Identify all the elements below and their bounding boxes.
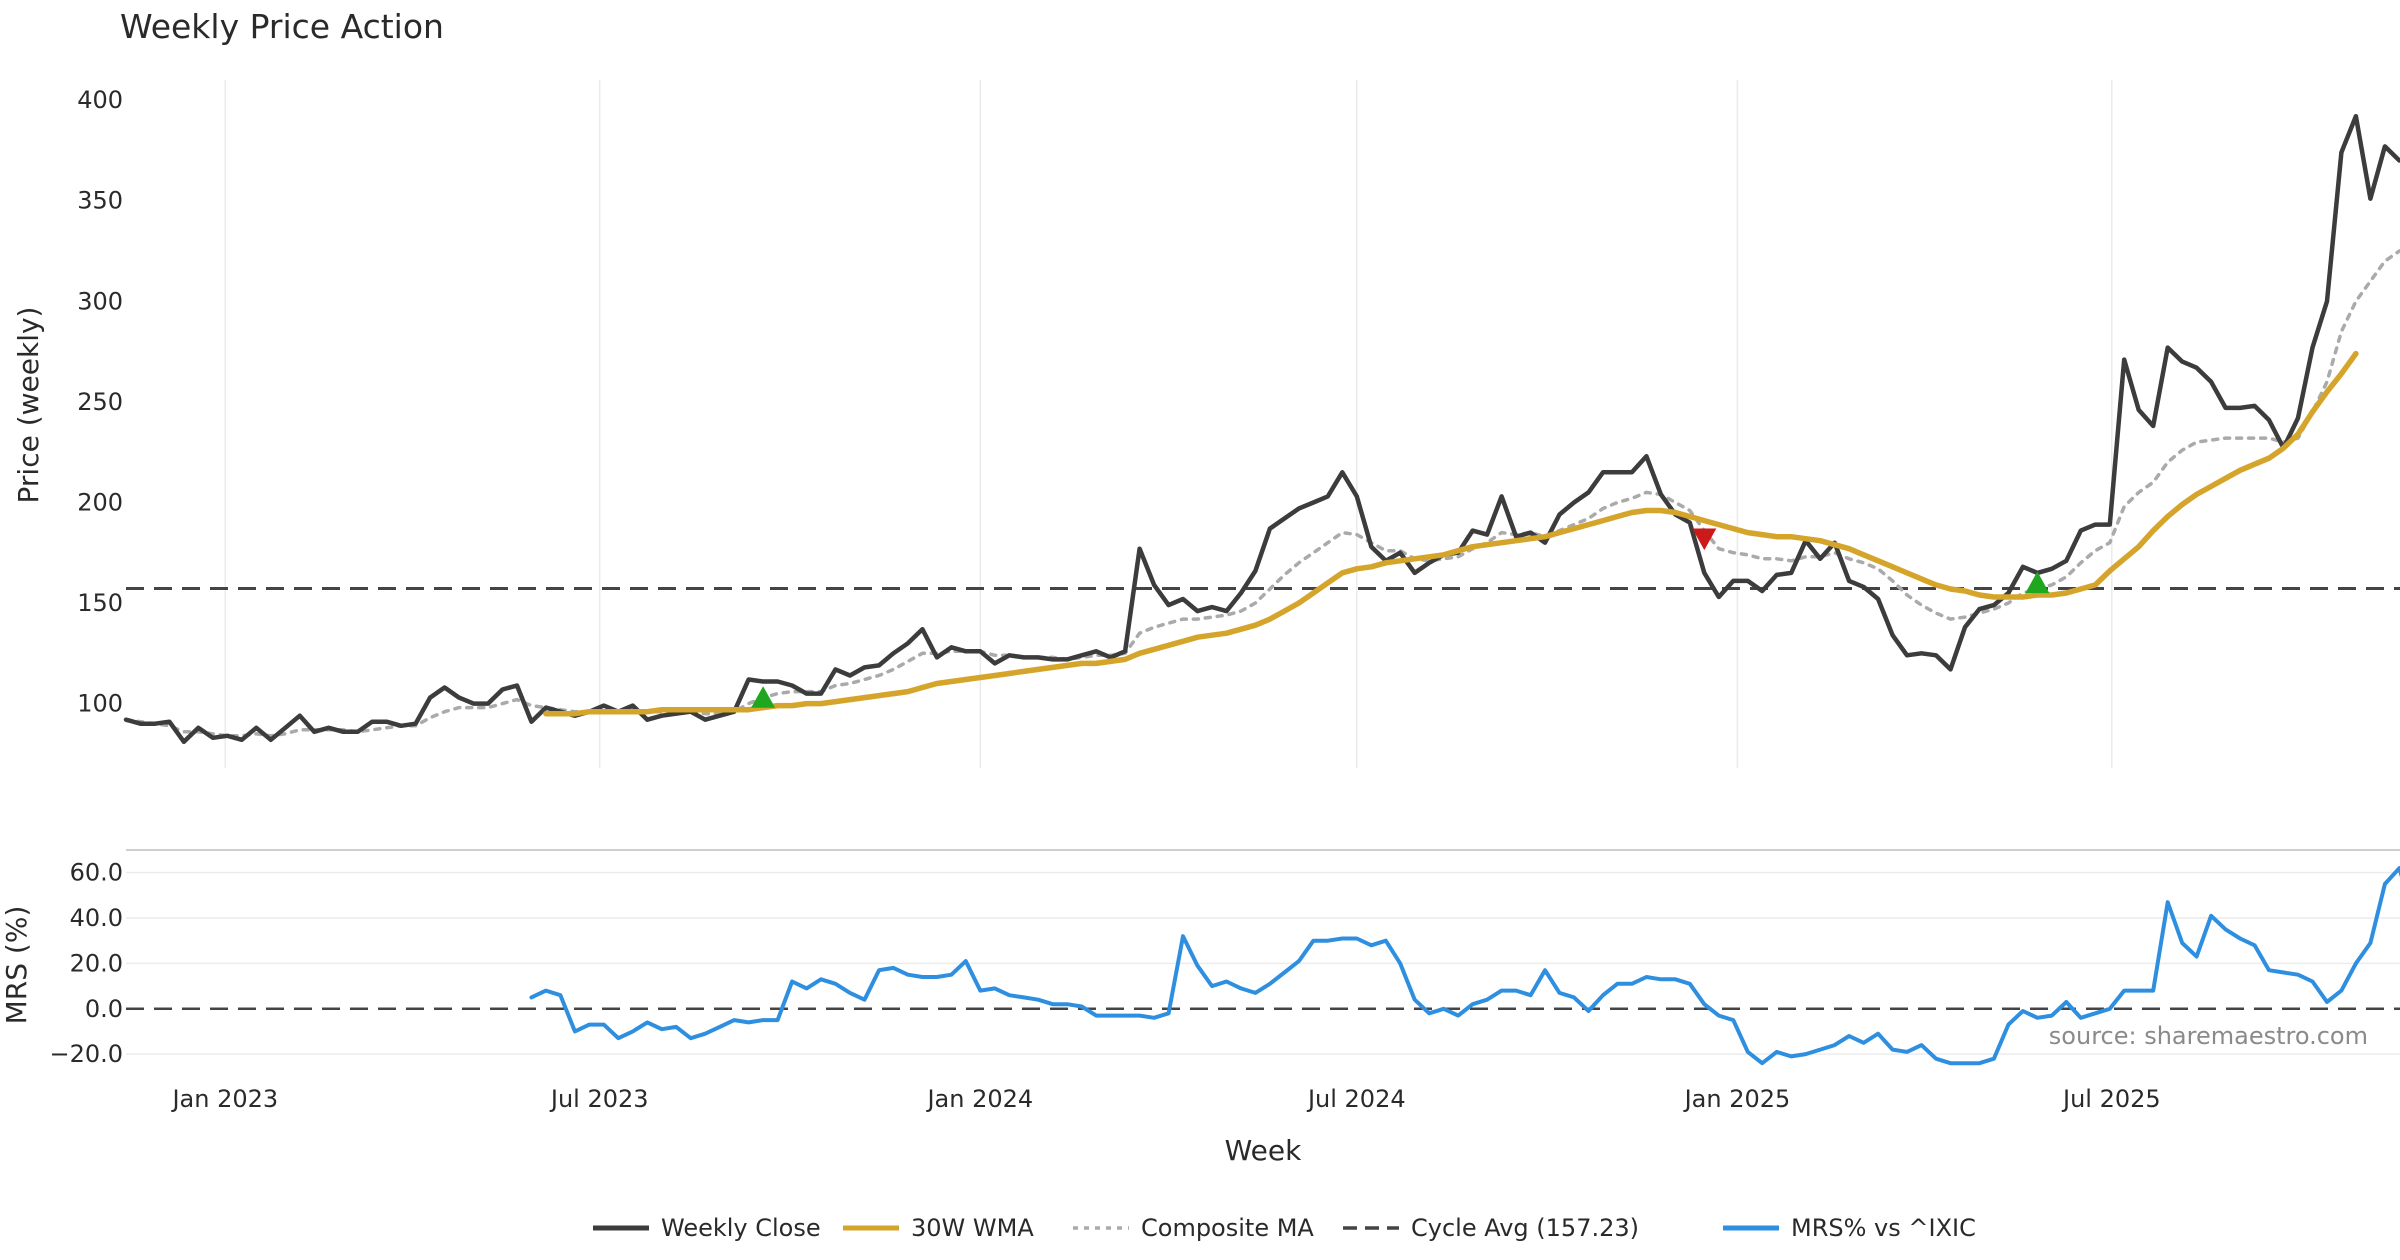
mrs-y-tick-label: −20.0 [49, 1040, 123, 1068]
mrs-line [529, 866, 2400, 1066]
price-gridlines [224, 80, 2113, 768]
mrs-y-axis-label: MRS (%) [0, 906, 33, 1025]
price-y-tick-labels: 100 150 200 250 300 350 400 [77, 86, 123, 718]
x-tick-label: Jan 2024 [925, 1085, 1033, 1113]
price-y-tick-label: 350 [77, 187, 123, 215]
price-y-tick-label: 400 [77, 86, 123, 114]
mrs-gridlines [126, 871, 2400, 1055]
composite-ma-line [124, 249, 2400, 738]
mrs-y-tick-label: 40.0 [70, 904, 123, 932]
mrs-series-group [126, 866, 2400, 1066]
price-y-tick-label: 200 [77, 488, 123, 516]
price-y-tick-label: 100 [77, 690, 123, 718]
wma30-line [543, 350, 2359, 717]
legend-label: 30W WMA [911, 1214, 1034, 1242]
x-axis-label: Week [1225, 1134, 1302, 1167]
chart-legend: Weekly Close 30W WMA Composite MA Cycle Avg… [593, 1214, 1976, 1242]
price-y-tick-label: 300 [77, 287, 123, 315]
signal-markers [751, 528, 2050, 708]
price-y-tick-label: 150 [77, 589, 123, 617]
mrs-y-tick-labels: −20.0 0.0 20.0 40.0 60.0 [49, 859, 123, 1068]
weekly-close-line [123, 113, 2400, 745]
sell-signal-marker [1692, 528, 1717, 551]
buy-signal-marker [751, 686, 776, 708]
mrs-y-tick-label: 0.0 [85, 995, 123, 1023]
x-tick-label: Jan 2023 [170, 1085, 278, 1113]
legend-label: MRS% vs ^IXIC [1791, 1214, 1976, 1242]
x-tick-label: Jul 2024 [1306, 1085, 1406, 1113]
x-tick-label: Jul 2023 [549, 1085, 649, 1113]
legend-label: Cycle Avg (157.23) [1411, 1214, 1639, 1242]
source-note: source: sharemaestro.com [2049, 1022, 2368, 1050]
buy-signal-marker [2025, 571, 2050, 594]
legend-label: Weekly Close [661, 1214, 821, 1242]
price-series-group [123, 113, 2400, 745]
mrs-y-tick-label: 60.0 [70, 859, 123, 887]
chart-title: Weekly Price Action [120, 7, 444, 46]
price-y-axis-label: Price (weekly) [12, 307, 45, 504]
mrs-y-tick-label: 20.0 [70, 949, 123, 977]
x-tick-label: Jan 2025 [1683, 1085, 1791, 1113]
x-tick-label: Jul 2025 [2061, 1085, 2161, 1113]
legend-label: Composite MA [1141, 1214, 1314, 1242]
price-y-tick-label: 250 [77, 388, 123, 416]
x-tick-labels: Jan 2023 Jul 2023 Jan 2024 Jul 2024 Jan 2025… [170, 1085, 2160, 1113]
